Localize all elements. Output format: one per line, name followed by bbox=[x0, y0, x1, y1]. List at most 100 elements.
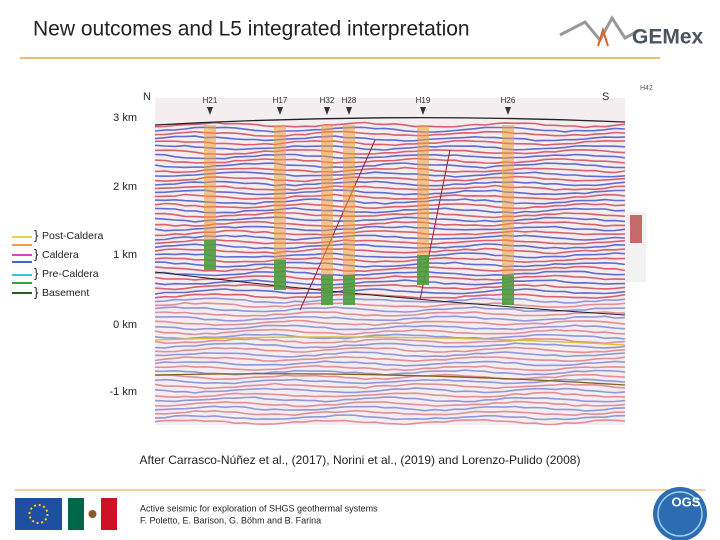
depth-label: 1 km bbox=[113, 249, 137, 261]
seismic-reflector bbox=[155, 301, 626, 308]
seismic-reflector bbox=[154, 139, 626, 147]
seismic-reflector bbox=[154, 328, 626, 336]
well-column bbox=[502, 125, 514, 305]
well-label: H19 bbox=[416, 96, 431, 105]
seismic-reflector bbox=[154, 121, 626, 129]
well-label: H28 bbox=[342, 96, 357, 105]
eu-flag-field bbox=[15, 498, 62, 530]
slide-title: New outcomes and L5 integrated interpret… bbox=[33, 18, 470, 41]
well-arrow bbox=[420, 107, 426, 115]
well-basement bbox=[502, 275, 514, 305]
seismic-reflector bbox=[154, 306, 626, 313]
outside-well-label: H42 bbox=[640, 85, 653, 92]
well-column bbox=[274, 125, 286, 290]
footer-project: Active seismic for exploration of SHGS g… bbox=[140, 503, 378, 513]
eu-stars bbox=[28, 504, 49, 524]
seismic-reflector bbox=[154, 238, 626, 245]
seismic-reflector bbox=[154, 211, 626, 219]
horizon bbox=[154, 271, 626, 316]
seismic-reflector bbox=[155, 315, 626, 322]
seismic-reflector bbox=[154, 220, 626, 228]
well-column bbox=[343, 125, 355, 305]
depth-labels: 3 km 2 km 1 km 0 km -1 km bbox=[110, 112, 138, 398]
outside-well-log bbox=[626, 212, 646, 282]
wells: H21 H17 H32 H28 H19 H26 bbox=[203, 96, 516, 305]
seismic-reflector bbox=[154, 144, 626, 151]
seismic-reflector bbox=[154, 229, 626, 237]
seismic-reflector bbox=[154, 256, 626, 264]
seismic-reflector bbox=[154, 252, 626, 259]
seismic-reflector bbox=[154, 135, 626, 142]
well-arrow bbox=[207, 107, 213, 115]
depth-label: -1 km bbox=[110, 386, 138, 398]
seismic-reflector bbox=[154, 193, 626, 201]
seismic-reflector bbox=[154, 342, 626, 349]
depth-label: 2 km bbox=[113, 181, 137, 193]
logo-text: GEMex bbox=[632, 26, 704, 49]
well-label: H21 bbox=[203, 96, 218, 105]
seismic-reflector bbox=[154, 382, 626, 390]
well-column bbox=[204, 125, 216, 270]
seismic-reflector bbox=[154, 351, 626, 358]
seismic-reflector bbox=[154, 418, 626, 426]
seismic-reflector bbox=[154, 157, 626, 165]
seismic-reflector bbox=[154, 378, 626, 385]
seismic-reflector bbox=[154, 247, 626, 255]
well-label: H32 bbox=[320, 96, 335, 105]
seismic-reflector bbox=[154, 166, 626, 174]
seismic-reflector bbox=[154, 373, 626, 381]
well-column bbox=[417, 125, 429, 285]
seismic-reflector bbox=[154, 274, 626, 281]
seismic-reflector bbox=[154, 130, 626, 137]
seismic-section bbox=[154, 98, 626, 426]
badge-ring bbox=[657, 491, 703, 537]
seismic-reflector bbox=[154, 324, 626, 331]
depth-label: 0 km bbox=[113, 319, 137, 331]
logo-mountains bbox=[559, 15, 641, 43]
horizon bbox=[154, 117, 626, 126]
well-label: H26 bbox=[501, 96, 516, 105]
horizon bbox=[154, 373, 626, 386]
fault bbox=[299, 139, 376, 311]
seismic-reflector bbox=[154, 175, 626, 183]
flag-red bbox=[101, 498, 117, 530]
seismic-reflector bbox=[154, 202, 626, 210]
seismic-reflector bbox=[154, 396, 626, 403]
seismic-reflector bbox=[154, 288, 626, 295]
well-log-strip bbox=[630, 215, 642, 243]
legend-label: Basement bbox=[42, 287, 89, 299]
horizon bbox=[154, 336, 626, 346]
badge-text: OGS bbox=[672, 494, 701, 509]
well-basement bbox=[204, 240, 216, 270]
seismic-reflector bbox=[154, 162, 626, 169]
well-basement bbox=[417, 255, 429, 285]
footer-authors: F. Poletto, E. Barison, G. Böhm and B. F… bbox=[140, 515, 321, 525]
seismic-reflector bbox=[154, 189, 625, 196]
seismic-reflector bbox=[154, 360, 626, 367]
seismic-reflector bbox=[154, 391, 626, 399]
ogs-badge: OGS bbox=[653, 487, 707, 540]
seismic-reflector bbox=[154, 387, 626, 394]
seismic-reflector bbox=[154, 198, 625, 205]
legend-bracket: } bbox=[34, 227, 39, 242]
well-arrow bbox=[346, 107, 352, 115]
seismic-reflector bbox=[154, 148, 626, 156]
depth-label: 3 km bbox=[113, 112, 137, 124]
seismic-reflector bbox=[154, 414, 626, 421]
well-column bbox=[321, 125, 333, 305]
well-label: H17 bbox=[273, 96, 288, 105]
legend-label: Pre-Caldera bbox=[42, 268, 99, 280]
seismic-reflector bbox=[154, 270, 626, 277]
legend-label: Caldera bbox=[42, 249, 79, 261]
well-arrow bbox=[505, 107, 511, 115]
legend-bracket: } bbox=[34, 284, 39, 299]
well-basement bbox=[343, 275, 355, 305]
well-arrow bbox=[277, 107, 283, 115]
legend-bracket: } bbox=[34, 265, 39, 280]
seismic-reflector bbox=[154, 153, 626, 160]
flag-green bbox=[68, 498, 84, 530]
flag-emblem bbox=[88, 510, 97, 518]
well-basement bbox=[274, 260, 286, 290]
seismic-reflector bbox=[154, 400, 626, 408]
legend-label: Post-Caldera bbox=[42, 230, 103, 242]
